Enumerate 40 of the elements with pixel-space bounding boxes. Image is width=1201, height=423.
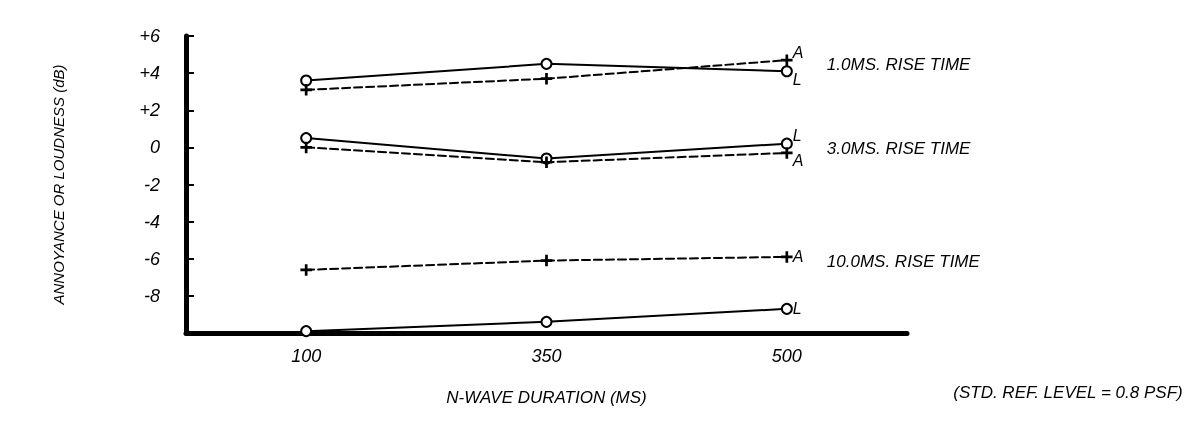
point [300, 74, 313, 87]
point [540, 72, 553, 85]
text: (STD. REF. LEVEL = 0.8 PSF) [953, 383, 1183, 402]
series-label: A [791, 152, 804, 170]
x-tick-label: 500 [771, 346, 802, 366]
y-tick-label: +2 [139, 100, 160, 121]
y-axis-title: ANNOYANCE OR LOUDNESS (dB) [50, 64, 67, 306]
x-axis-title: N-WAVE DURATION (MS) [446, 388, 647, 407]
point [780, 137, 793, 150]
point [300, 132, 313, 145]
point [540, 254, 553, 267]
y-tick-label: -4 [143, 211, 160, 232]
annotation: 1.0MS. RISE TIME [826, 55, 972, 75]
point [300, 264, 312, 276]
series-label: A [791, 43, 804, 61]
series-label: A [791, 248, 804, 266]
y-tick-label: -8 [143, 285, 160, 306]
x-tick-label: 350 [531, 346, 562, 366]
series-label: L [792, 127, 802, 145]
annotation: 10.0MS. RISE TIME [826, 251, 981, 271]
point [300, 84, 312, 96]
point [540, 156, 553, 168]
point [781, 54, 793, 66]
point [300, 141, 312, 154]
point [540, 315, 553, 328]
point [540, 57, 553, 70]
y-tick-label: -2 [143, 174, 160, 195]
point [780, 65, 793, 78]
point [781, 147, 793, 159]
annotation: 3.0MS. RISE TIME [826, 138, 972, 158]
point [780, 302, 793, 315]
y-tick-label: 0 [149, 137, 160, 158]
point [300, 325, 313, 338]
x-tick-label: 100 [291, 346, 322, 366]
y-tick-label: -6 [143, 248, 161, 269]
point [781, 251, 793, 263]
series-label: L [792, 70, 802, 88]
y-tick-label: +6 [139, 26, 161, 46]
y-tick-label: +4 [139, 63, 160, 84]
series-label: L [792, 300, 802, 318]
